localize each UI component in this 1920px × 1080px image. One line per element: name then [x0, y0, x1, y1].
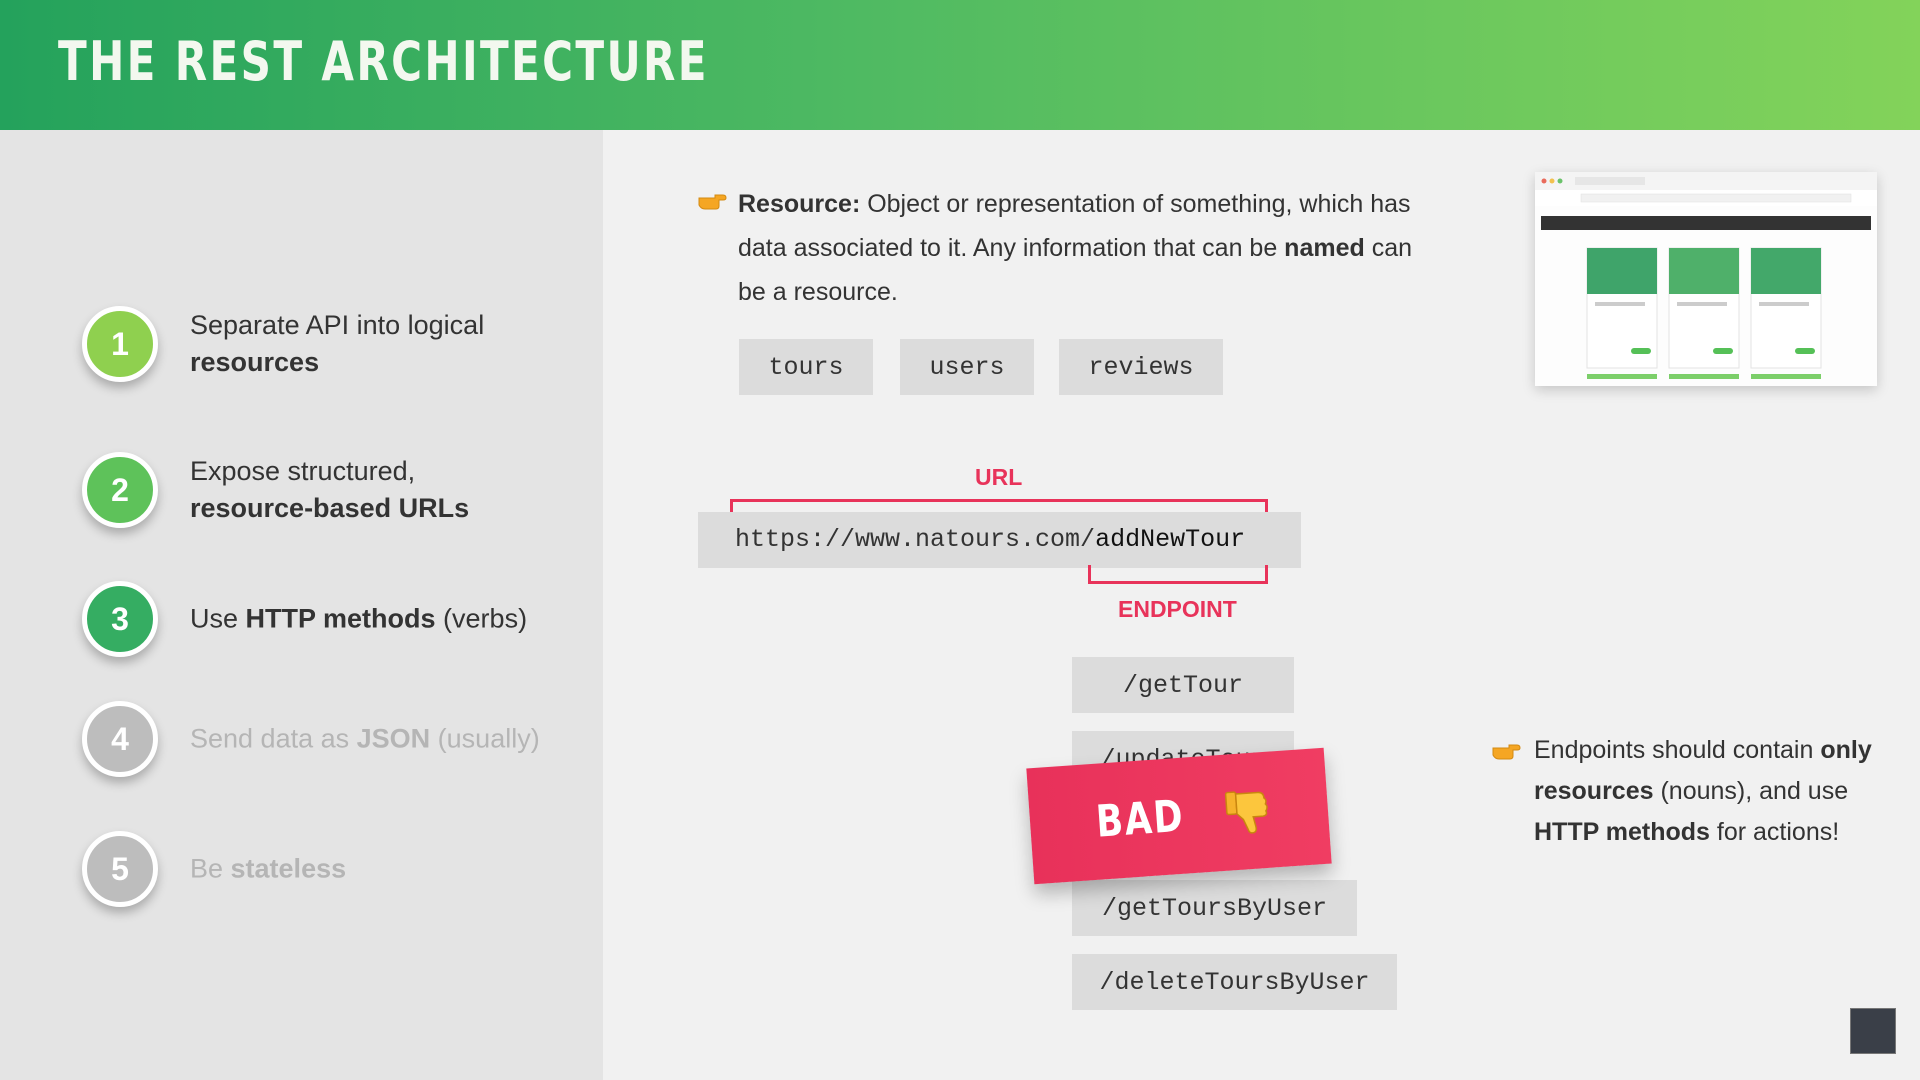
endpoint-label: ENDPOINT	[1118, 596, 1237, 622]
slide-title: THE REST ARCHITECTURE	[58, 30, 709, 93]
pointing-hand-icon	[698, 194, 727, 210]
step-2-text: Expose structured, resource-based URLs	[190, 456, 470, 523]
course-logo-badge	[1850, 1008, 1896, 1054]
bad-banner: BAD	[1026, 747, 1332, 885]
step-3-text: Use HTTP methods (verbs)	[190, 603, 528, 634]
step-2-number: 2	[82, 452, 158, 528]
endpoint-get-tours-by-user: /getToursByUser	[1072, 880, 1357, 936]
step-5: 5 Be stateless	[82, 831, 582, 907]
endpoint-bracket	[1088, 565, 1268, 584]
endpoint-delete-tours-by-user: /deleteToursByUser	[1072, 954, 1397, 1010]
endpoint-get-tour: /getTour	[1072, 657, 1294, 713]
website-thumbnail	[1535, 172, 1877, 386]
step-4-text: Send data as JSON (usually)	[190, 723, 540, 754]
step-5-number: 5	[82, 831, 158, 907]
url-bracket	[730, 499, 1268, 518]
step-1-number: 1	[82, 306, 158, 382]
step-4-number: 4	[82, 701, 158, 777]
step-1: 1 Separate API into logical resources	[82, 306, 582, 382]
url-label: URL	[975, 464, 1023, 490]
endpoints-note: Endpoints should contain only resources …	[1534, 736, 1872, 846]
step-1-text: Separate API into logical resources	[190, 310, 485, 377]
bad-label: BAD	[1094, 790, 1186, 848]
slide-header: THE REST ARCHITECTURE	[0, 0, 1920, 130]
resource-chip-tours: tours	[739, 339, 873, 395]
url-box	[698, 512, 1301, 568]
thumbs-down-icon	[1224, 791, 1268, 834]
url-text: https://www.natours.com/addNewTour	[735, 525, 1246, 554]
step-3-number: 3	[82, 581, 158, 657]
step-5-text: Be stateless	[190, 853, 347, 884]
step-4: 4 Send data as JSON (usually)	[82, 701, 582, 777]
resource-chip-reviews: reviews	[1059, 339, 1223, 395]
step-3: 3 Use HTTP methods (verbs)	[82, 581, 582, 657]
resource-definition: Resource: Object or representation of so…	[738, 190, 1413, 306]
website-preview-image	[1535, 172, 1877, 379]
pointing-hand-icon	[1492, 744, 1521, 760]
resource-chip-users: users	[900, 339, 1034, 395]
step-2: 2 Expose structured, resource-based URLs	[82, 452, 582, 528]
